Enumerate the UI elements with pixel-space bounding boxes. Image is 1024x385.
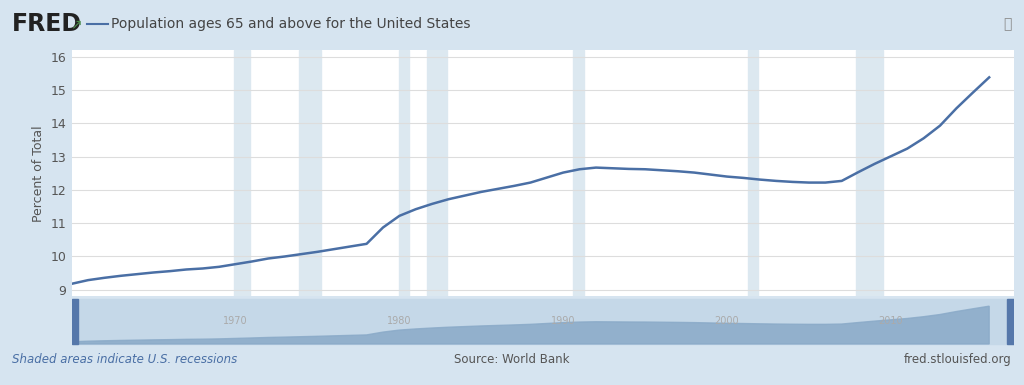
Bar (573, 50, 585, 296)
Text: 1980: 1980 (387, 316, 412, 326)
Polygon shape (72, 306, 989, 344)
Y-axis label: Percent of Total: Percent of Total (32, 125, 45, 221)
Text: ↗: ↗ (70, 17, 81, 31)
Bar (749, 50, 758, 296)
Bar (299, 50, 321, 296)
Text: fred.stlouisfed.org: fred.stlouisfed.org (904, 353, 1012, 367)
Bar (72, 299, 78, 344)
Bar (233, 50, 250, 296)
Text: 1970: 1970 (223, 316, 248, 326)
Text: 2000: 2000 (715, 316, 739, 326)
Text: Source: World Bank: Source: World Bank (455, 353, 569, 367)
Bar (427, 50, 446, 296)
Text: Population ages 65 and above for the United States: Population ages 65 and above for the Uni… (111, 17, 470, 31)
Text: ⛶: ⛶ (1004, 17, 1012, 31)
Text: 2010: 2010 (879, 316, 903, 326)
Bar (399, 50, 410, 296)
Text: Shaded areas indicate U.S. recessions: Shaded areas indicate U.S. recessions (12, 353, 238, 367)
Bar (1008, 299, 1014, 344)
Text: FRED: FRED (12, 12, 82, 36)
Text: 1990: 1990 (551, 316, 575, 326)
Bar (856, 50, 883, 296)
